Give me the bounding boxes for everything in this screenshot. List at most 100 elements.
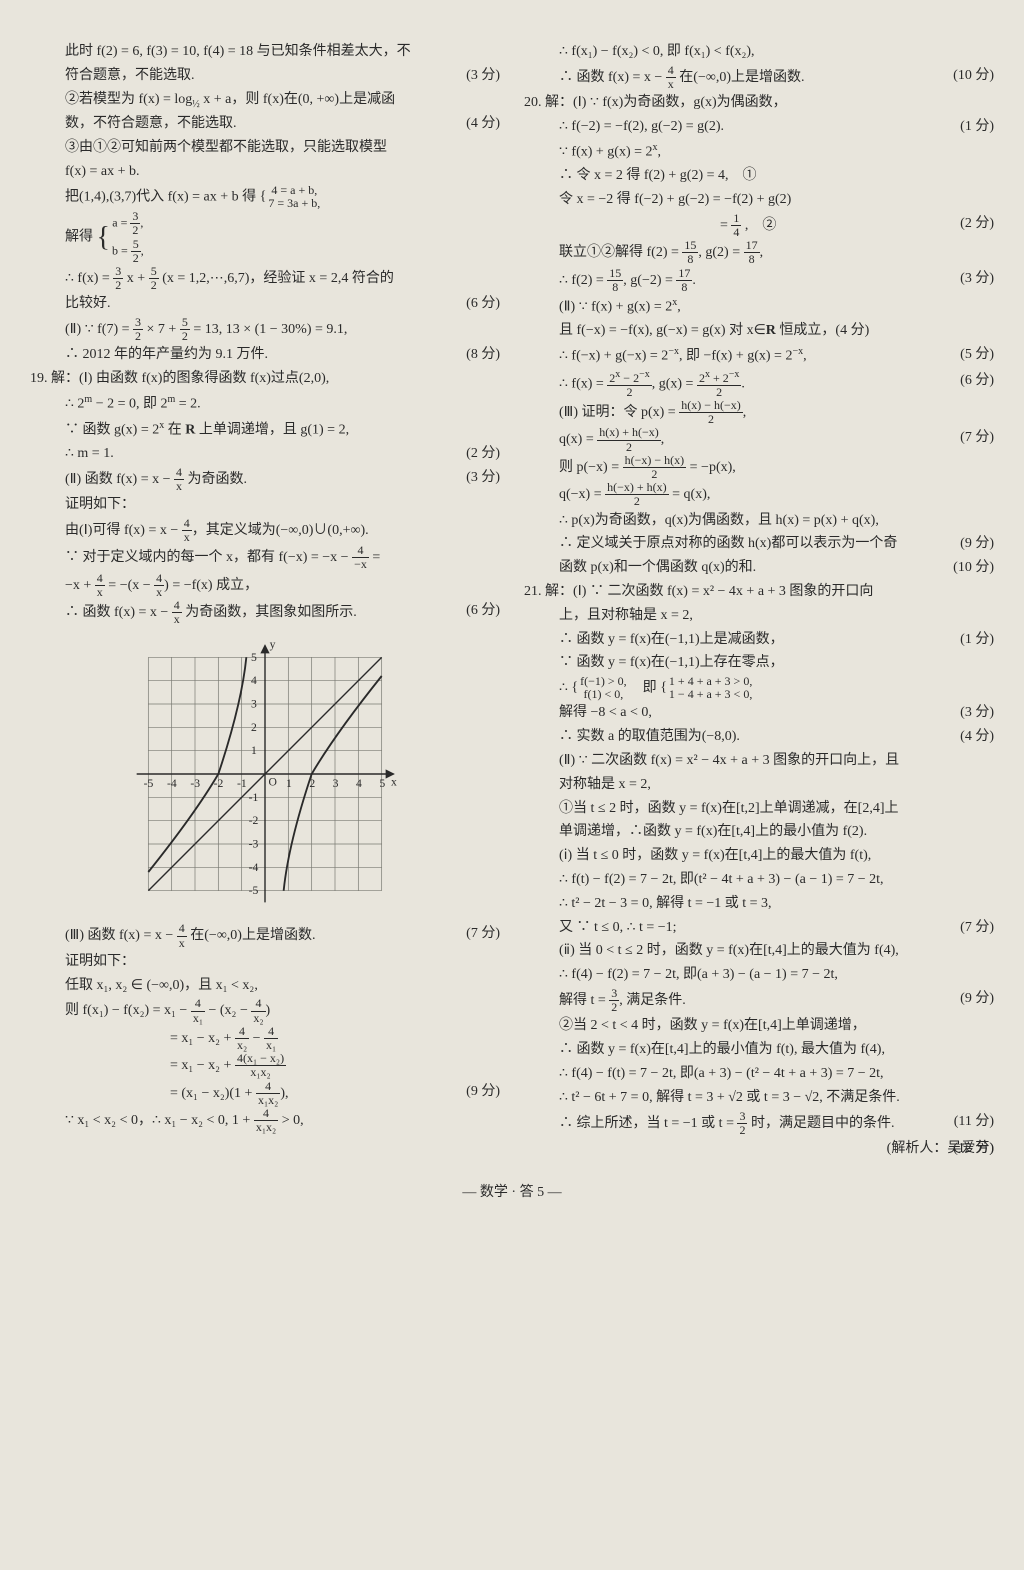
- text-line: 函数 p(x)和一个偶函数 q(x)的和.(10 分): [524, 556, 994, 580]
- text-line: f(x) = ax + b.: [30, 160, 500, 184]
- text-line: 又 ∵ t ≤ 0, ∴ t = −1;(7 分): [524, 916, 994, 940]
- svg-text:-4: -4: [249, 861, 259, 874]
- points: (4 分): [960, 725, 994, 749]
- text-line: ∴ t² − 2t − 3 = 0, 解得 t = −1 或 t = 3,: [524, 892, 994, 916]
- text-line: ∴ f(4) − f(2) = 7 − 2t, 即(a + 3) − (a − …: [524, 963, 994, 987]
- svg-text:-5: -5: [249, 885, 259, 898]
- problem-19: 19. 解：(Ⅰ) 由函数 f(x)的图象得函数 f(x)过点(2,0),: [30, 367, 500, 391]
- text-line: 任取 x₁, x₂ ∈ (−∞,0)，且 x₁ < x₂,: [30, 974, 500, 998]
- text-line: ∴ {f(−1) > 0,f(1) < 0, 即 {1 + 4 + a + 3 …: [524, 675, 994, 701]
- text-line: ②当 2 < t < 4 时，函数 y = f(x)在[t,4]上单调递增，: [524, 1014, 994, 1038]
- text-line: 证明如下：: [30, 493, 500, 517]
- text-line: ∵ 函数 y = f(x)在(−1,1)上存在零点，: [524, 651, 994, 675]
- svg-text:3: 3: [333, 777, 339, 790]
- problem-21: 21. 解：(Ⅰ) ∵ 二次函数 f(x) = x² − 4x + a + 3 …: [524, 580, 994, 604]
- points: (2 分): [960, 212, 994, 236]
- points: (6 分): [960, 369, 994, 393]
- text-line: (Ⅱ) 函数 f(x) = x − 4x 为奇函数.(3 分): [30, 466, 500, 493]
- text-line: ∴ 函数 f(x) = x − 4x 为奇函数，其图象如图所示.(6 分): [30, 599, 500, 626]
- text-line: 比较好.(6 分): [30, 292, 500, 316]
- text-line: 则 p(−x) = h(−x) − h(x)2 = −p(x),: [524, 454, 994, 481]
- points: (7 分): [960, 916, 994, 940]
- points: (10 分): [953, 556, 994, 580]
- origin-label: O: [269, 776, 277, 789]
- text-line: ∴ 令 x = 2 得 f(2) + g(2) = 4, ①: [524, 164, 994, 188]
- text-line: ∵ 对于定义域内的每一个 x，都有 f(−x) = −x − 4−x =: [30, 544, 500, 571]
- points: (7 分): [466, 922, 500, 946]
- text-line: 单调递增，∴函数 y = f(x)在[t,4]上的最小值为 f(2).: [524, 820, 994, 844]
- text-line: ∴ f(−2) = −f(2), g(−2) = g(2).(1 分): [524, 115, 994, 139]
- text-line: 数，不符合题意，不能选取.(4 分): [30, 112, 500, 136]
- points: (2 分): [466, 442, 500, 466]
- text-line: (ⅰ) 当 t ≤ 0 时，函数 y = f(x)在[t,4]上的最大值为 f(…: [524, 844, 994, 868]
- text-line: ∵ f(x) + g(x) = 2x,: [524, 139, 994, 164]
- text-line: 证明如下：: [30, 950, 500, 974]
- text-line: = 14 , ②(2 分): [524, 212, 994, 239]
- svg-text:-4: -4: [167, 777, 177, 790]
- text-line: 解得 t = 32, 满足条件.(9 分): [524, 987, 994, 1014]
- text-line: 符合题意，不能选取.(3 分): [30, 64, 500, 88]
- svg-text:-2: -2: [214, 777, 224, 790]
- points: (9 分): [960, 987, 994, 1011]
- text-line: = x₁ − x₂ + 4(x₁ − x₂)x₁x₂: [30, 1052, 500, 1079]
- text-line: q(−x) = h(−x) + h(x)2 = q(x),: [524, 481, 994, 508]
- text-line: 上，且对称轴是 x = 2,: [524, 604, 994, 628]
- text-line: ∴ 函数 y = f(x)在(−1,1)上是减函数，(1 分): [524, 628, 994, 652]
- text-line: ∴ f(4) − f(t) = 7 − 2t, 即(a + 3) − (t² −…: [524, 1062, 994, 1086]
- svg-text:-1: -1: [237, 777, 247, 790]
- text-line: (Ⅱ) ∵ f(7) = 32 × 7 + 52 = 13, 13 × (1 −…: [30, 316, 500, 343]
- function-graph: x y O -5-4-3-2-1 12345 54321 -1-2-3-4-5: [125, 634, 405, 914]
- text-line: ∴ 定义域关于原点对称的函数 h(x)都可以表示为一个奇: [524, 532, 994, 556]
- points: (1 分): [960, 628, 994, 652]
- text-line: 解得 −8 < a < 0,(3 分): [524, 701, 994, 725]
- text-line: 令 x = −2 得 f(−2) + g(−2) = −f(2) + g(2): [524, 188, 994, 212]
- text-line: ∴ 实数 a 的取值范围为(−8,0).(4 分): [524, 725, 994, 749]
- author-credit: (解析人：吴爱芳): [524, 1137, 994, 1161]
- text-line: 把(1,4),(3,7)代入 f(x) = ax + b 得 {4 = a + …: [30, 184, 500, 210]
- text-line: = (x₁ − x₂)(1 + 4x₁x₂),(9 分): [30, 1080, 500, 1107]
- points: (1 分): [960, 115, 994, 139]
- problem-20: 20. 解：(Ⅰ) ∵ f(x)为奇函数，g(x)为偶函数，: [524, 91, 994, 115]
- text-line: ①当 t ≤ 2 时，函数 y = f(x)在[t,2]上单调递减，在[2,4]…: [524, 797, 994, 821]
- left-column: 此时 f(2) = 6, f(3) = 10, f(4) = 18 与已知条件相…: [30, 40, 500, 1161]
- text-line: ∴ f(2) = 158, g(−2) = 178.(3 分): [524, 267, 994, 294]
- text-line: = x₁ − x₂ + 4x₂ − 4x₁: [30, 1025, 500, 1052]
- text-line: (Ⅱ) ∵ 二次函数 f(x) = x² − 4x + a + 3 图象的开口向…: [524, 749, 994, 773]
- points: (9 分): [466, 1080, 500, 1104]
- points: (3 分): [466, 64, 500, 88]
- text-line: 对称轴是 x = 2,: [524, 773, 994, 797]
- text-line: ∴ 函数 y = f(x)在[t,4]上的最小值为 f(t), 最大值为 f(4…: [524, 1038, 994, 1062]
- text-line: ③由①②可知前两个模型都不能选取，只能选取模型: [30, 136, 500, 160]
- text-line: ∴ f(t) − f(2) = 7 − 2t, 即(t² − 4t + a + …: [524, 868, 994, 892]
- text-line: (ⅱ) 当 0 < t ≤ 2 时，函数 y = f(x)在[t,4]上的最大值…: [524, 939, 994, 963]
- text-line: 则 f(x₁) − f(x₂) = x₁ − 4x₁ − (x₂ − 4x₂): [30, 997, 500, 1024]
- text-line: ∴ 函数 f(x) = x − 4x 在(−∞,0)上是增函数.(10 分): [524, 64, 994, 91]
- text-line: ∴ m = 1.(2 分): [30, 442, 500, 466]
- text-line: 联立①②解得 f(2) = 158, g(2) = 178,: [524, 239, 994, 266]
- text-line: 此时 f(2) = 6, f(3) = 10, f(4) = 18 与已知条件相…: [30, 40, 500, 64]
- text-line: ②若模型为 f(x) = log½ x + a，则 f(x)在(0, +∞)上是…: [30, 88, 500, 113]
- points: (10 分): [953, 64, 994, 88]
- svg-text:2: 2: [251, 721, 257, 734]
- text-line: −x + 4x = −(x − 4x) = −f(x) 成立，: [30, 572, 500, 599]
- svg-text:1: 1: [251, 745, 257, 758]
- axis-label-y: y: [270, 638, 276, 651]
- text-line: (Ⅲ) 证明：令 p(x) = h(x) − h(−x)2,: [524, 399, 994, 426]
- svg-text:-3: -3: [249, 838, 259, 851]
- points: (8 分): [466, 343, 500, 367]
- text-line: ∴ f(−x) + g(−x) = 2−x, 即 −f(x) + g(x) = …: [524, 343, 994, 368]
- text-line: ∴ f(x₁) − f(x₂) < 0, 即 f(x₁) < f(x₂),: [524, 40, 994, 64]
- svg-text:5: 5: [251, 651, 257, 664]
- svg-text:2: 2: [309, 777, 315, 790]
- svg-text:-1: -1: [249, 791, 259, 804]
- text-line: 解得 {a = 32,b = 52,: [30, 210, 500, 265]
- text-line: ∴ p(x)为奇函数，q(x)为偶函数，且 h(x) = p(x) + q(x)…: [524, 509, 994, 533]
- svg-text:-3: -3: [190, 777, 200, 790]
- svg-text:4: 4: [356, 777, 362, 790]
- text-line: 且 f(−x) = −f(x), g(−x) = g(x) 对 x∈R 恒成立，…: [524, 319, 994, 343]
- points: (3 分): [466, 466, 500, 490]
- text-line: ∴ 综上所述，当 t = −1 或 t = 32 时，满足题目中的条件.: [524, 1110, 994, 1137]
- text-line: ∴ 2m − 2 = 0, 即 2m = 2.: [30, 391, 500, 416]
- page-two-column: 此时 f(2) = 6, f(3) = 10, f(4) = 18 与已知条件相…: [30, 40, 994, 1161]
- svg-text:3: 3: [251, 698, 257, 711]
